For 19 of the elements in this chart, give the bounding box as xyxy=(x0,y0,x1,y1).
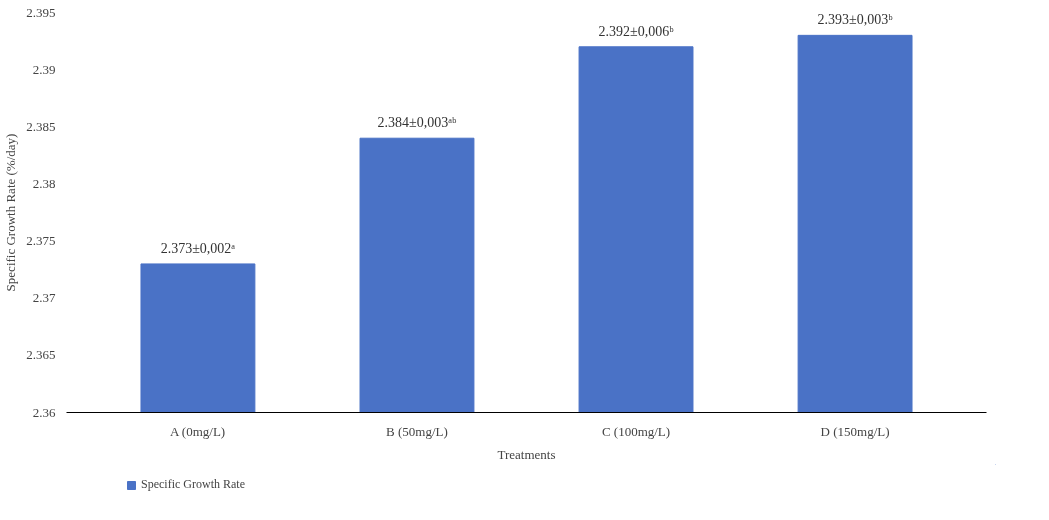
y-tick-label: 2.39 xyxy=(32,61,56,77)
y-tick-label: 2.385 xyxy=(26,118,56,134)
text: 2.393±0,003ᵇ xyxy=(817,12,893,28)
text: 2.384±0,003ᵃᵇ xyxy=(377,115,457,131)
text: 2.392±0,006ᵇ xyxy=(598,23,674,39)
y-tick-label: 2.38 xyxy=(32,175,56,191)
legend-label: Specific Growth Rate xyxy=(141,477,245,492)
x-tick-label: D (150mg/L) xyxy=(820,423,890,439)
x-tick-label: A (0mg/L) xyxy=(169,423,226,439)
x-tick-label: B (50mg/L) xyxy=(386,423,448,439)
y-tick-label: 2.395 xyxy=(26,4,56,20)
y-tick-label: 2.365 xyxy=(26,347,56,363)
y-tick-label: 2.36 xyxy=(32,404,56,420)
y-tick-label: 2.375 xyxy=(26,233,56,249)
y-axis-title: Specific Growth Rate (%/day) xyxy=(3,133,19,292)
x-axis-title: Treatments xyxy=(497,446,556,462)
x-tick-label: C (100mg/L) xyxy=(601,423,671,439)
y-tick-label: 2.37 xyxy=(32,290,56,306)
text: 2.373±0,002ᵃ xyxy=(160,240,236,256)
